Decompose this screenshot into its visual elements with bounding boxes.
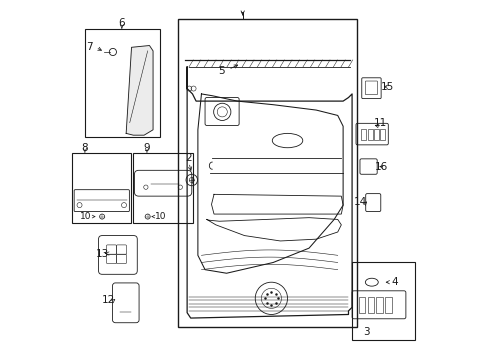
Text: 12: 12: [101, 295, 115, 305]
Text: 7: 7: [86, 42, 92, 52]
Text: 10: 10: [154, 212, 165, 221]
Bar: [360, 129, 366, 140]
Bar: [367, 297, 373, 314]
Bar: [373, 129, 378, 140]
Bar: [85, 30, 160, 137]
Bar: [72, 153, 131, 223]
Bar: [376, 297, 382, 314]
Bar: [385, 297, 391, 314]
Text: 13: 13: [96, 248, 109, 258]
Bar: [133, 153, 192, 223]
Bar: [351, 262, 414, 339]
Bar: [380, 129, 385, 140]
Text: 5: 5: [218, 66, 224, 76]
Text: 15: 15: [380, 82, 393, 92]
Bar: [358, 297, 364, 314]
Text: 11: 11: [373, 118, 386, 128]
Text: 2: 2: [185, 153, 192, 163]
Bar: [178, 19, 357, 327]
Text: 14: 14: [353, 197, 366, 207]
Text: 4: 4: [391, 277, 397, 287]
Text: 3: 3: [363, 327, 369, 337]
Text: 6: 6: [118, 18, 125, 28]
Polygon shape: [126, 45, 153, 135]
Text: 16: 16: [374, 162, 387, 172]
Text: 1: 1: [239, 12, 245, 22]
Text: 10: 10: [80, 212, 92, 221]
Text: 8: 8: [81, 143, 88, 153]
Bar: [367, 129, 372, 140]
Text: 9: 9: [143, 143, 150, 153]
